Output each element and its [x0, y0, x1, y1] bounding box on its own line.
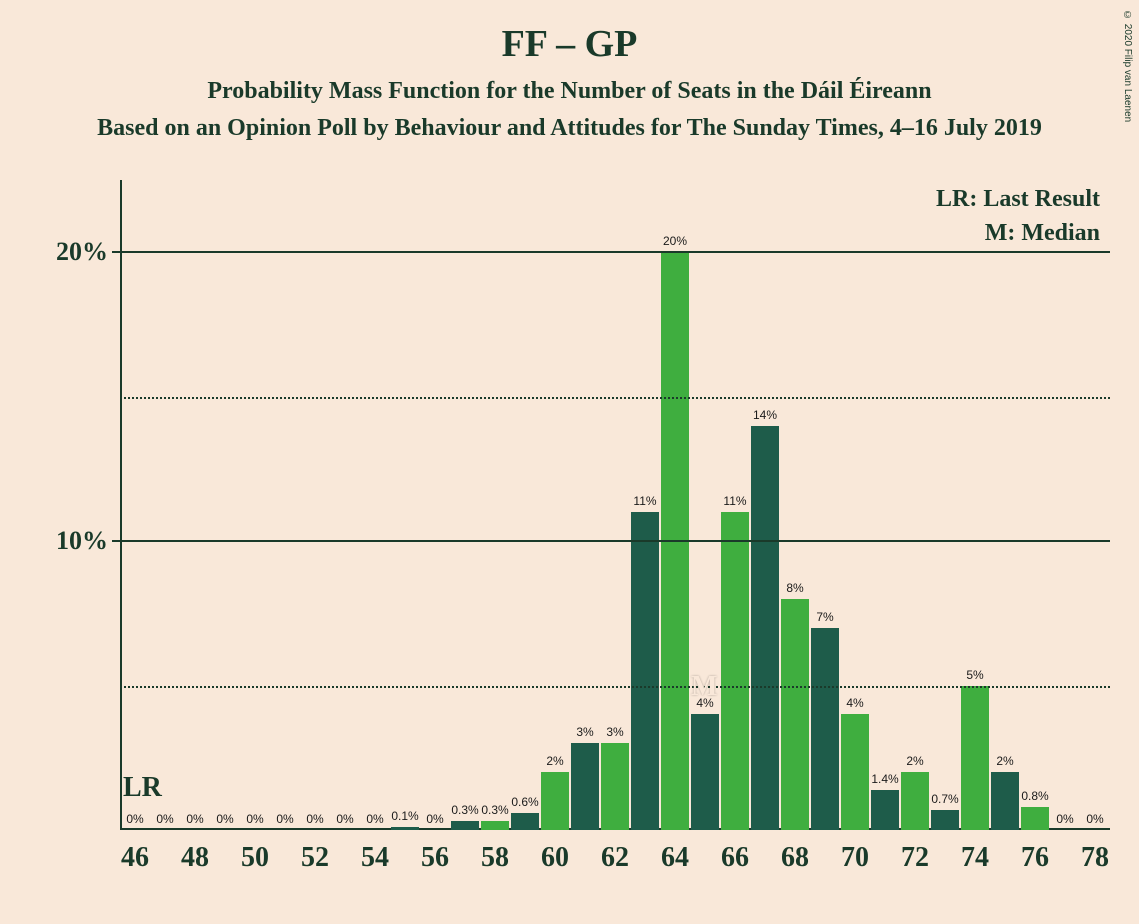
bar-value-label: 1.4%	[871, 772, 898, 786]
bar	[541, 772, 569, 830]
x-tick-label: 64	[661, 842, 689, 874]
x-tick-label: 54	[361, 842, 389, 874]
bar-value-label: 0%	[426, 812, 443, 826]
bar-value-label: 11%	[633, 494, 656, 508]
bar	[631, 512, 659, 830]
bar	[961, 686, 989, 830]
y-tick	[112, 251, 120, 253]
bar	[451, 821, 479, 830]
bar-value-label: 0.7%	[931, 792, 958, 806]
x-tick-label: 68	[781, 842, 809, 874]
chart-subtitle: Probability Mass Function for the Number…	[0, 78, 1139, 105]
bar	[391, 827, 419, 830]
bar-value-label: 3%	[606, 725, 623, 739]
legend-m: M: Median	[985, 220, 1100, 247]
x-tick-label: 48	[181, 842, 209, 874]
bar-value-label: 0%	[216, 812, 233, 826]
bar	[811, 628, 839, 830]
bar	[991, 772, 1019, 830]
gridline-minor	[120, 397, 1110, 399]
bar	[901, 772, 929, 830]
bar-value-label: 0%	[126, 812, 143, 826]
x-tick-label: 62	[601, 842, 629, 874]
x-tick-label: 66	[721, 842, 749, 874]
x-tick-label: 60	[541, 842, 569, 874]
x-tick-label: 78	[1081, 842, 1109, 874]
bar	[841, 714, 869, 830]
pmf-bar-chart: 0%0%0%0%0%0%0%0%0%0.1%0%0.3%0.3%0.6%2%3%…	[120, 180, 1110, 830]
bar-value-label: 3%	[576, 725, 593, 739]
bar-value-label: 0.8%	[1021, 789, 1048, 803]
chart-subtitle-2: Based on an Opinion Poll by Behaviour an…	[0, 115, 1139, 142]
bar-value-label: 0%	[366, 812, 383, 826]
bar-value-label: 14%	[753, 408, 777, 422]
bar-value-label: 0%	[306, 812, 323, 826]
median-marker: M	[691, 671, 717, 703]
bar	[571, 743, 599, 830]
bar-value-label: 0%	[1086, 812, 1103, 826]
bars-container: 0%0%0%0%0%0%0%0%0%0.1%0%0.3%0.3%0.6%2%3%…	[120, 180, 1110, 830]
bar-value-label: 0.1%	[391, 809, 418, 823]
bar-value-label: 2%	[906, 754, 923, 768]
bar-value-label: 0%	[186, 812, 203, 826]
gridline-major	[120, 251, 1110, 253]
bar-value-label: 7%	[816, 610, 833, 624]
x-tick-label: 58	[481, 842, 509, 874]
gridline-major	[120, 540, 1110, 542]
bar	[931, 810, 959, 830]
bar	[751, 426, 779, 830]
bar-value-label: 20%	[663, 234, 687, 248]
bar	[871, 790, 899, 830]
bar	[781, 599, 809, 830]
bar-value-label: 11%	[723, 494, 746, 508]
x-tick-label: 46	[121, 842, 149, 874]
bar-value-label: 8%	[786, 581, 803, 595]
bar-value-label: 2%	[996, 754, 1013, 768]
legend-lr: LR: Last Result	[936, 186, 1100, 213]
y-tick-label: 10%	[0, 526, 108, 556]
bar	[601, 743, 629, 830]
bar-value-label: 2%	[546, 754, 563, 768]
y-tick	[112, 540, 120, 542]
x-tick-label: 72	[901, 842, 929, 874]
bar-value-label: 5%	[966, 668, 983, 682]
x-tick-label: 76	[1021, 842, 1049, 874]
last-result-marker: LR	[123, 772, 162, 804]
x-tick-label: 56	[421, 842, 449, 874]
x-tick-label: 74	[961, 842, 989, 874]
bar-value-label: 0.3%	[481, 803, 508, 817]
x-tick-label: 70	[841, 842, 869, 874]
gridline-minor	[120, 686, 1110, 688]
bar-value-label: 0%	[156, 812, 173, 826]
bar	[481, 821, 509, 830]
bar	[721, 512, 749, 830]
plot-area: 0%0%0%0%0%0%0%0%0%0.1%0%0.3%0.3%0.6%2%3%…	[120, 180, 1110, 830]
bar-value-label: 0%	[246, 812, 263, 826]
bar-value-label: 0%	[276, 812, 293, 826]
bar	[1021, 807, 1049, 830]
bar-value-label: 0.3%	[451, 803, 478, 817]
bar	[691, 714, 719, 830]
bar-value-label: 4%	[846, 696, 863, 710]
x-tick-label: 50	[241, 842, 269, 874]
bar-value-label: 0.6%	[511, 795, 538, 809]
chart-title: FF – GP	[0, 0, 1139, 66]
bar-value-label: 0%	[336, 812, 353, 826]
y-tick-label: 20%	[0, 237, 108, 267]
x-tick-label: 52	[301, 842, 329, 874]
bar-value-label: 0%	[1056, 812, 1073, 826]
copyright-text: © 2020 Filip van Laenen	[1122, 10, 1133, 122]
bar	[511, 813, 539, 830]
